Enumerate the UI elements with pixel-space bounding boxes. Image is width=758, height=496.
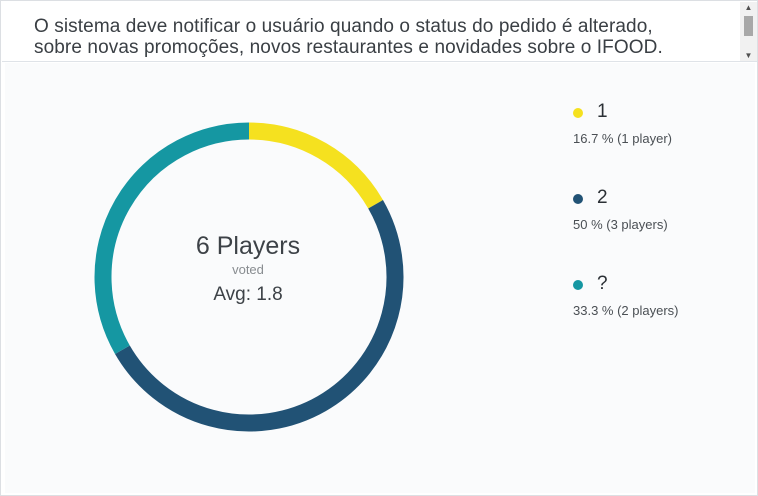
question-text-box[interactable]: O sistema deve notificar o usuário quand…	[2, 2, 757, 62]
question-text: O sistema deve notificar o usuário quand…	[34, 16, 724, 58]
donut-slice-1	[248, 122, 383, 209]
donut-slice-2	[115, 200, 404, 432]
voted-label: voted	[232, 262, 264, 277]
average-value: Avg: 1.8	[213, 284, 283, 305]
question-scrollbar[interactable]: ▲ ▼	[740, 2, 757, 61]
donut-slice-unknown	[94, 122, 250, 354]
donut-center-summary: 6 Players voted Avg: 1.8	[148, 231, 348, 306]
legend-detail: 33.3 % (2 players)	[573, 303, 679, 318]
legend-label: 2	[597, 187, 608, 208]
scroll-thumb[interactable]	[744, 16, 753, 36]
donut-chart	[94, 122, 404, 432]
question-line-2: sobre novas promoções, novos restaurante…	[34, 37, 663, 58]
scroll-down-arrow-icon[interactable]: ▼	[744, 51, 753, 60]
scroll-up-arrow-icon[interactable]: ▲	[744, 3, 753, 12]
legend-dot-icon	[573, 280, 583, 290]
legend-label: ?	[597, 273, 608, 294]
players-count: 6 Players	[195, 232, 301, 260]
legend-detail: 16.7 % (1 player)	[573, 131, 672, 146]
result-area: 6 Players voted Avg: 1.8 1 16.7 % (1 pla…	[5, 63, 755, 493]
legend-dot-icon	[573, 194, 583, 204]
question-line-1: O sistema deve notificar o usuário quand…	[34, 16, 653, 37]
legend-label: 1	[597, 101, 608, 122]
legend-dot-icon	[573, 108, 583, 118]
legend-detail: 50 % (3 players)	[573, 217, 668, 232]
